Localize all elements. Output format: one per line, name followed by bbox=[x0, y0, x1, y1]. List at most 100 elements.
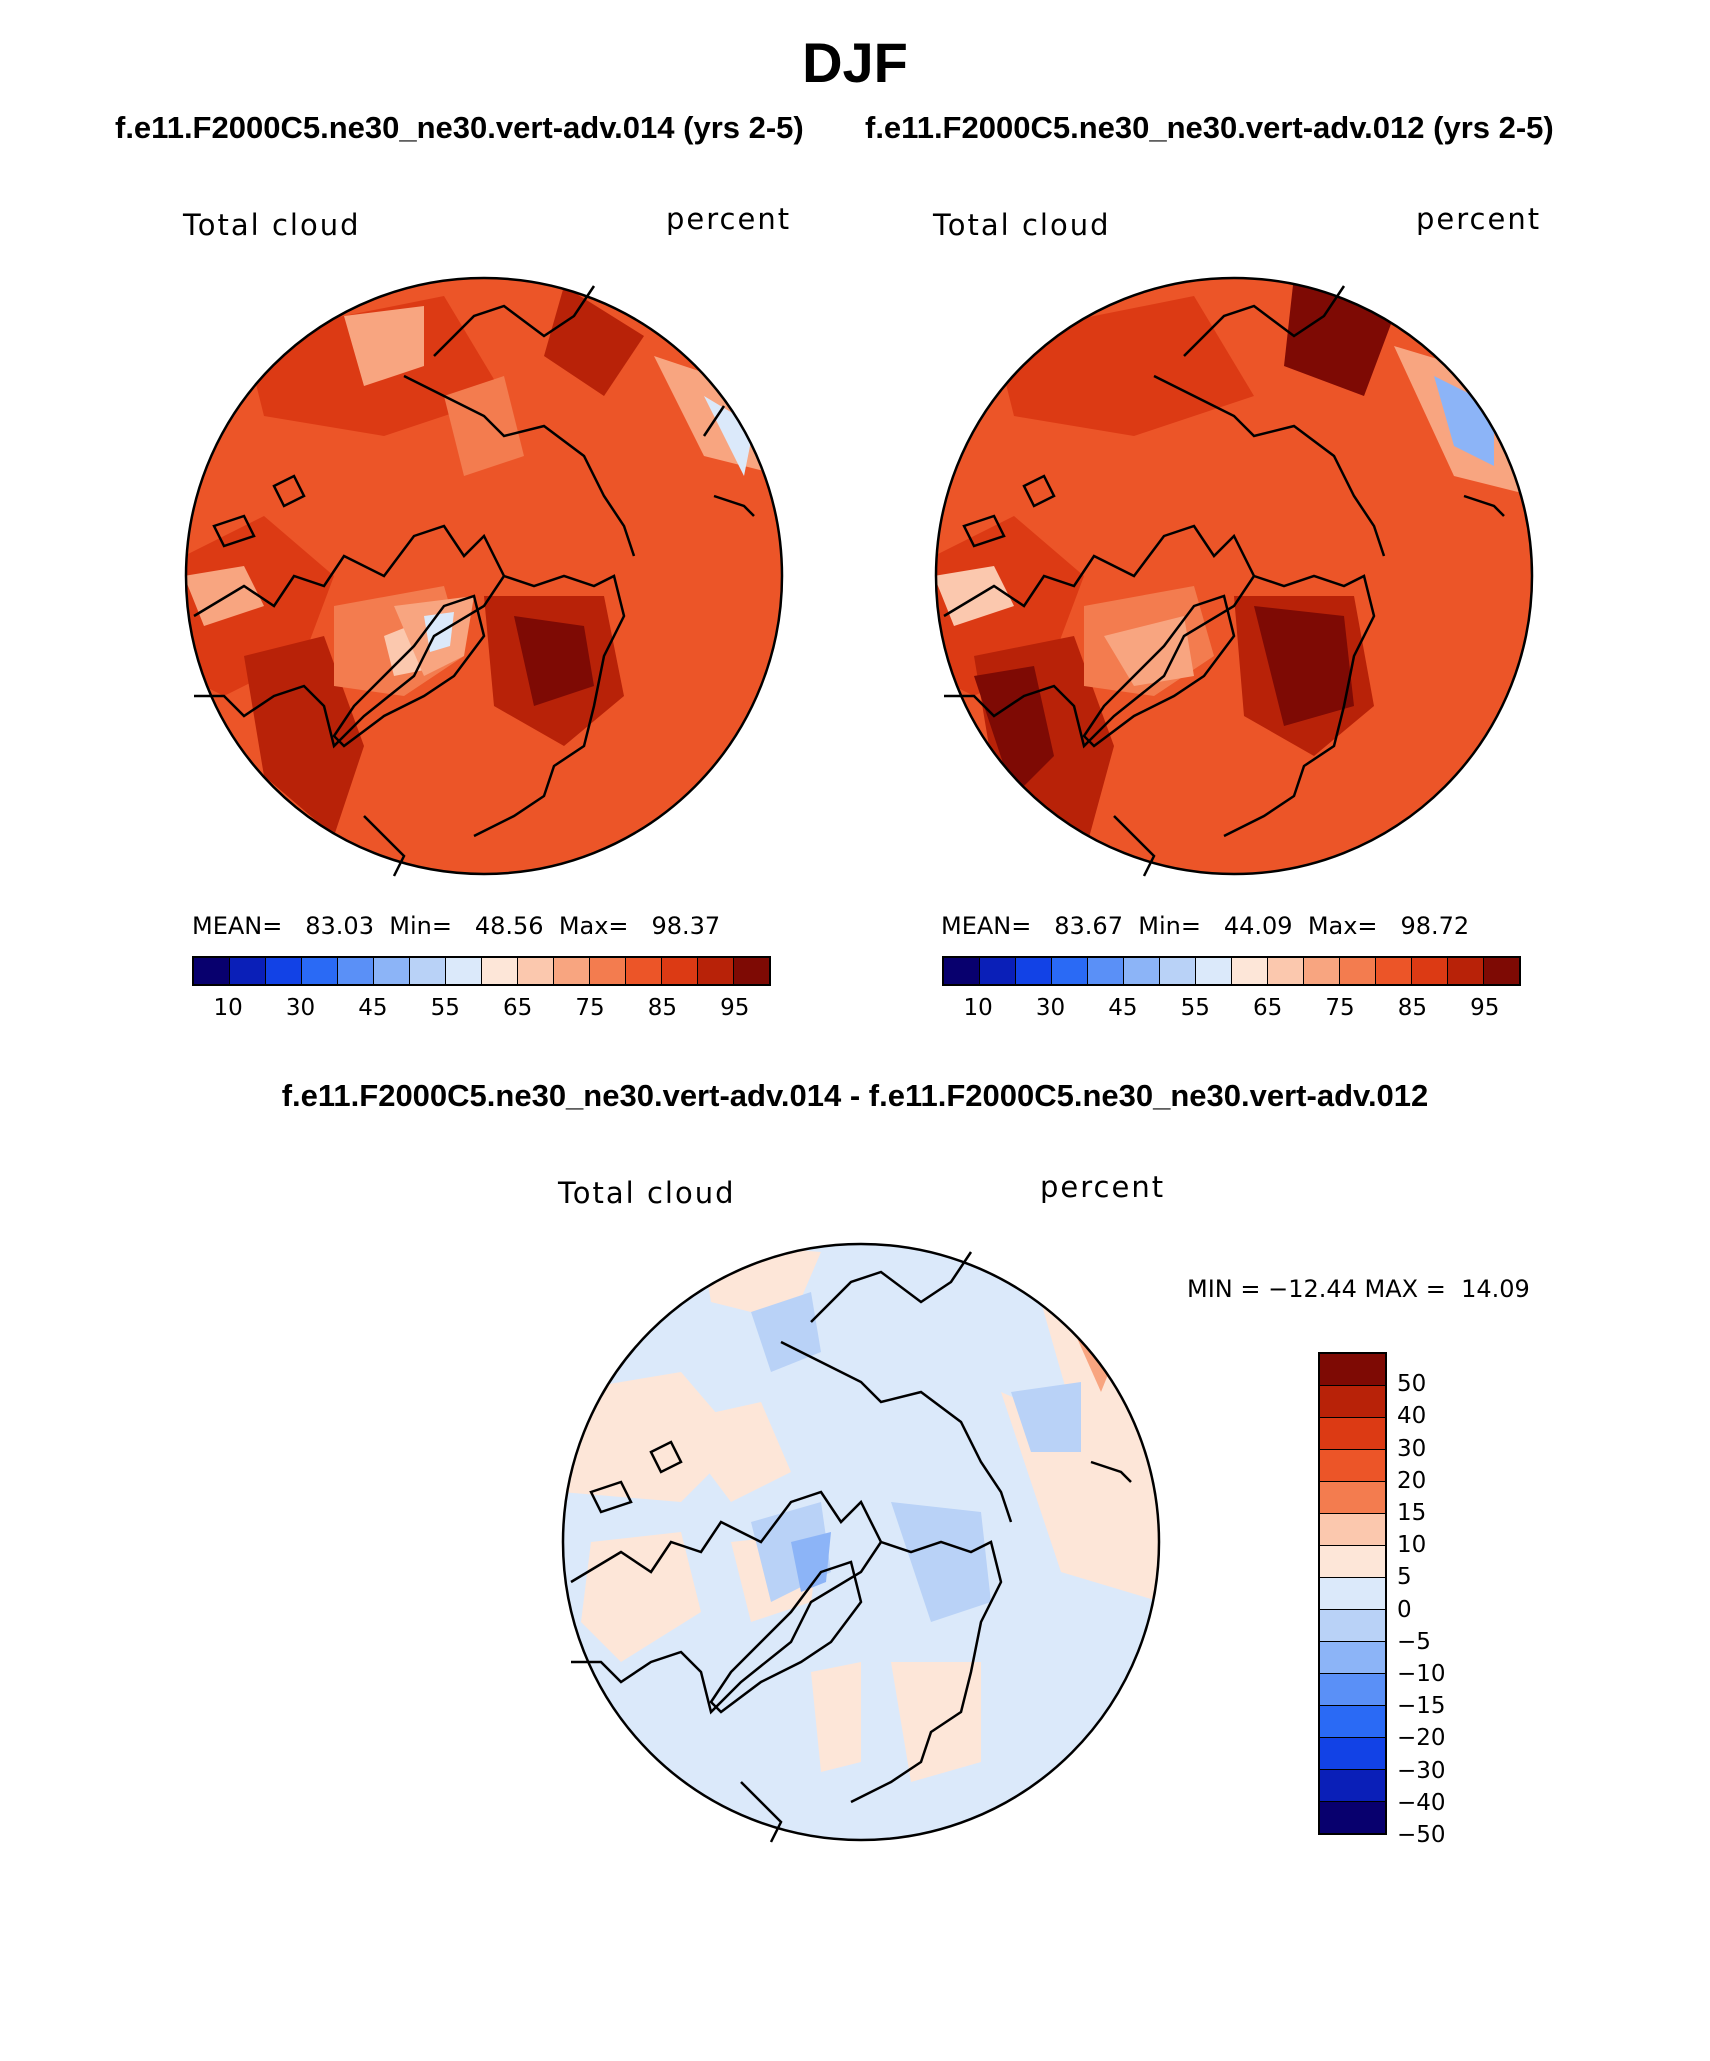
panel3-variable-label: Total cloud bbox=[558, 1176, 736, 1210]
colorbar-swatch bbox=[1304, 958, 1340, 984]
colorbar-swatch bbox=[518, 958, 554, 984]
colorbar-swatch bbox=[1376, 958, 1412, 984]
colorbar-swatch bbox=[1320, 1642, 1385, 1674]
case-title-right: f.e11.F2000C5.ne30_ne30.vert-adv.012 (yr… bbox=[865, 110, 1554, 145]
colorbar-level-label: −10 bbox=[1397, 1661, 1446, 1687]
colorbar-swatch bbox=[1196, 958, 1232, 984]
panel1-field-patch bbox=[344, 306, 424, 386]
panel2-colorbar bbox=[942, 956, 1521, 986]
colorbar-tick-label: 65 bbox=[503, 995, 533, 1021]
colorbar-tick-label: 55 bbox=[1180, 995, 1210, 1021]
colorbar-swatch bbox=[1320, 1418, 1385, 1450]
colorbar-swatch bbox=[446, 958, 482, 984]
panel3-minmax: MIN = −12.44 MAX = 14.09 bbox=[1187, 1275, 1530, 1303]
colorbar-swatch bbox=[1320, 1706, 1385, 1738]
panel3-field-patch bbox=[891, 1502, 991, 1622]
panel2-field-patch bbox=[1254, 606, 1354, 726]
colorbar-swatch bbox=[1320, 1610, 1385, 1642]
colorbar-swatch bbox=[1320, 1514, 1385, 1546]
colorbar-level-label: 10 bbox=[1397, 1532, 1427, 1559]
colorbar-swatch bbox=[1320, 1546, 1385, 1578]
colorbar-level-label: 15 bbox=[1397, 1500, 1427, 1526]
colorbar-swatch bbox=[980, 958, 1016, 984]
colorbar-swatch bbox=[1052, 958, 1088, 984]
panel3-coastlines bbox=[570, 1251, 1132, 1843]
colorbar-swatch bbox=[266, 958, 302, 984]
colorbar-swatch bbox=[734, 958, 769, 984]
panel2-units-label: percent bbox=[1416, 202, 1542, 236]
panel3-units-label: percent bbox=[1040, 1170, 1166, 1204]
panel2-field-patch bbox=[1104, 616, 1194, 686]
colorbar-swatch bbox=[1124, 958, 1160, 984]
panel1-variable-label: Total cloud bbox=[183, 208, 361, 242]
panel1-coastlines bbox=[193, 285, 755, 877]
colorbar-level-label: −15 bbox=[1397, 1693, 1446, 1720]
colorbar-swatch bbox=[1320, 1482, 1385, 1514]
panel2-stats: MEAN= 83.67 Min= 44.09 Max= 98.72 bbox=[941, 912, 1470, 940]
colorbar-swatch bbox=[1232, 958, 1268, 984]
colorbar-swatch bbox=[1340, 958, 1376, 984]
page-title: DJF bbox=[802, 31, 908, 94]
colorbar-swatch bbox=[626, 958, 662, 984]
colorbar-tick-label: 85 bbox=[1397, 995, 1428, 1021]
colorbar-swatch bbox=[194, 958, 230, 984]
colorbar-swatch bbox=[944, 958, 980, 984]
panel3-field-patch bbox=[811, 1662, 861, 1772]
colorbar-tick-label: 45 bbox=[358, 995, 388, 1021]
panel2-field-patch bbox=[974, 666, 1054, 796]
panel2-polar-map bbox=[934, 276, 1534, 877]
colorbar-swatch bbox=[1160, 958, 1196, 984]
colorbar-tick-label: 75 bbox=[1325, 995, 1355, 1021]
panel1-units-label: percent bbox=[666, 202, 792, 236]
colorbar-level-label: 30 bbox=[1397, 1435, 1427, 1462]
colorbar-swatch bbox=[1016, 958, 1052, 984]
colorbar-level-label: 5 bbox=[1397, 1564, 1412, 1591]
panel3-field-patch bbox=[671, 1402, 791, 1502]
panel3-map-border bbox=[561, 1242, 1161, 1842]
diff-title: f.e11.F2000C5.ne30_ne30.vert-adv.014 - f… bbox=[281, 1078, 1429, 1113]
colorbar-tick-label: 30 bbox=[1035, 995, 1066, 1021]
colorbar-swatch bbox=[698, 958, 734, 984]
colorbar-tick-label: 95 bbox=[720, 995, 750, 1021]
colorbar-swatch bbox=[1484, 958, 1519, 984]
panel2-coastlines bbox=[943, 285, 1505, 877]
panel1-field-patch bbox=[514, 616, 594, 706]
colorbar-tick-label: 30 bbox=[285, 995, 316, 1021]
colorbar-swatch bbox=[1320, 1770, 1385, 1802]
colorbar-level-label: −50 bbox=[1397, 1822, 1446, 1848]
panel1-field-patch bbox=[444, 376, 524, 476]
case-title-left: f.e11.F2000C5.ne30_ne30.vert-adv.014 (yr… bbox=[115, 110, 804, 145]
colorbar-swatch bbox=[230, 958, 266, 984]
colorbar-tick-label: 65 bbox=[1253, 995, 1283, 1021]
colorbar-tick-label: 55 bbox=[430, 995, 460, 1021]
panel2-map-border bbox=[934, 276, 1534, 876]
colorbar-swatch bbox=[1320, 1354, 1385, 1386]
panel1-colorbar bbox=[192, 956, 771, 986]
colorbar-swatch bbox=[662, 958, 698, 984]
panel1-stats: MEAN= 83.03 Min= 48.56 Max= 98.37 bbox=[192, 912, 721, 940]
panel1-map-border bbox=[184, 276, 784, 876]
colorbar-swatch bbox=[590, 958, 626, 984]
colorbar-swatch bbox=[1320, 1738, 1385, 1770]
colorbar-tick-label: 10 bbox=[213, 995, 243, 1021]
panel1-field-patch bbox=[544, 286, 644, 396]
colorbar-swatch bbox=[482, 958, 518, 984]
colorbar-swatch bbox=[1320, 1386, 1385, 1418]
panel3-colorbar bbox=[1318, 1352, 1387, 1835]
panel3-field-patch bbox=[891, 1662, 981, 1782]
colorbar-swatch bbox=[1320, 1450, 1385, 1482]
colorbar-swatch bbox=[1320, 1802, 1385, 1833]
colorbar-swatch bbox=[374, 958, 410, 984]
colorbar-swatch bbox=[1320, 1674, 1385, 1706]
colorbar-level-label: 0 bbox=[1397, 1596, 1412, 1623]
colorbar-swatch bbox=[1412, 958, 1448, 984]
colorbar-tick-label: 85 bbox=[647, 995, 678, 1021]
colorbar-swatch bbox=[302, 958, 338, 984]
panel3-field-patch bbox=[563, 1372, 741, 1502]
panel2-variable-label: Total cloud bbox=[933, 208, 1111, 242]
colorbar-swatch bbox=[554, 958, 590, 984]
panel1-polar-map bbox=[184, 276, 784, 877]
colorbar-level-label: 50 bbox=[1397, 1371, 1427, 1398]
colorbar-tick-label: 10 bbox=[963, 995, 993, 1021]
colorbar-level-label: −20 bbox=[1397, 1725, 1446, 1752]
